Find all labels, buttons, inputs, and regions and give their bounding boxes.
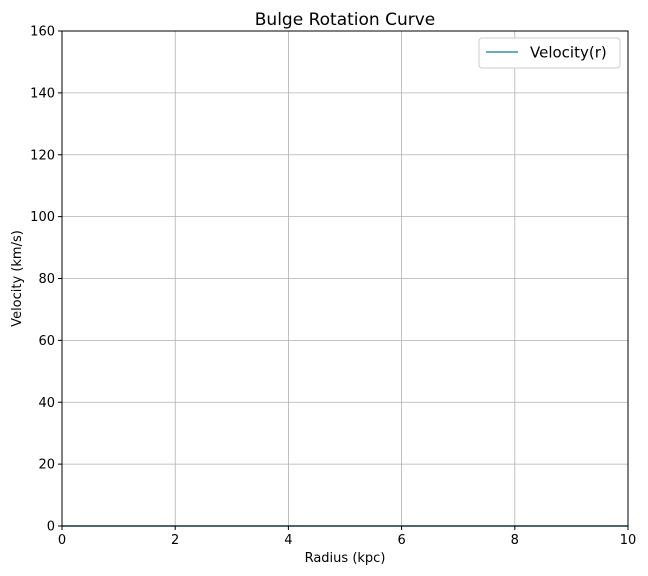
x-tick-label: 2 xyxy=(171,533,179,548)
legend: Velocity(r) xyxy=(478,37,621,69)
y-axis-label: Velocity (km/s) xyxy=(10,230,25,327)
x-axis-label: Radius (kpc) xyxy=(305,551,386,566)
legend-label: Velocity(r) xyxy=(530,44,607,62)
y-tick-label: 100 xyxy=(30,210,55,225)
y-tick-label: 0 xyxy=(47,520,55,535)
x-tick-label: 8 xyxy=(511,533,519,548)
legend-box xyxy=(478,37,621,69)
y-tick-label: 120 xyxy=(30,148,55,163)
x-tick-label: 4 xyxy=(284,533,292,548)
y-tick-label: 40 xyxy=(38,396,55,411)
y-tick-label: 160 xyxy=(30,25,55,40)
y-tick-label: 140 xyxy=(30,86,55,101)
x-tick-label: 0 xyxy=(58,533,66,548)
y-tick-label: 60 xyxy=(38,334,55,349)
x-tick-label: 6 xyxy=(397,533,405,548)
chart-title: Bulge Rotation Curve xyxy=(255,10,435,30)
y-tick-label: 20 xyxy=(38,458,55,473)
y-tick-label: 80 xyxy=(38,272,55,287)
x-tick-label: 10 xyxy=(620,533,637,548)
